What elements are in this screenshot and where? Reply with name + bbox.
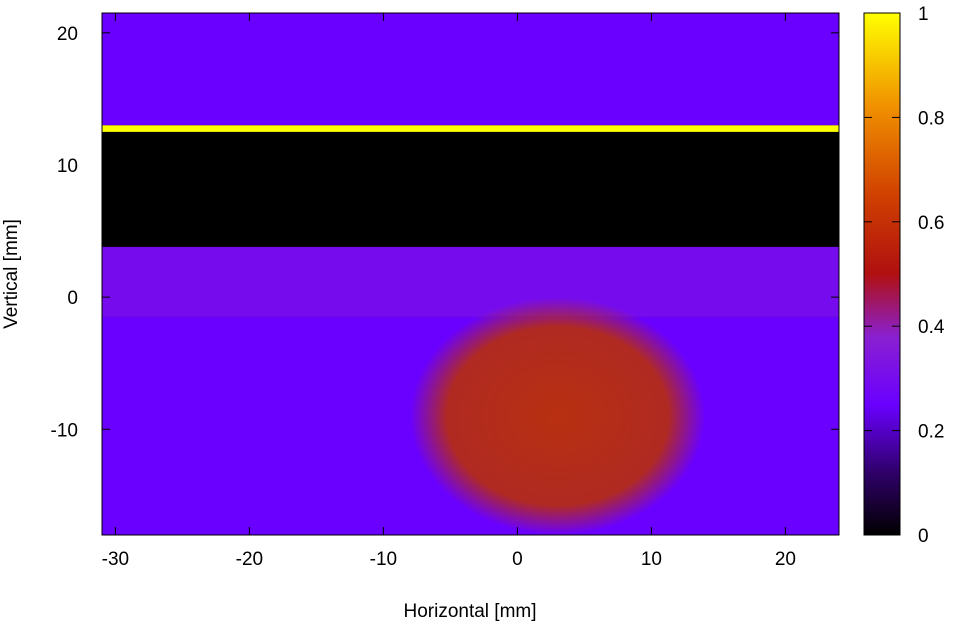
y-tick-label: 10 bbox=[57, 156, 78, 177]
x-tick-label: 20 bbox=[775, 549, 796, 570]
colorbar-tick-label: 0.2 bbox=[918, 422, 944, 443]
colorbar-tick-label: 0 bbox=[918, 526, 929, 547]
x-tick-label: -20 bbox=[236, 549, 263, 570]
y-tick-label: 20 bbox=[57, 24, 78, 45]
region-upper-band bbox=[102, 13, 839, 126]
region-dark-gap bbox=[102, 131, 839, 247]
axes: -30 -20 -10 0 10 20 -10 0 10 20 bbox=[51, 13, 839, 570]
y-tick-label: 0 bbox=[67, 288, 78, 309]
x-axis-label: Horizontal [mm] bbox=[403, 601, 536, 622]
colorbar-tick-label: 0.8 bbox=[918, 108, 944, 129]
colorbar bbox=[863, 12, 901, 536]
y-tick-label: -10 bbox=[51, 420, 78, 441]
x-tick-label: -30 bbox=[102, 549, 129, 570]
region-bright-line bbox=[102, 125, 839, 132]
x-tick-label: 0 bbox=[512, 549, 523, 570]
region-central-bright-spot bbox=[410, 297, 705, 535]
plot-frame bbox=[101, 12, 840, 536]
y-axis-label: Vertical [mm] bbox=[1, 219, 22, 329]
region-middle-band bbox=[102, 246, 839, 317]
colorbar-tick-label: 1 bbox=[918, 4, 929, 25]
colorbar-tick-label: 0.6 bbox=[918, 213, 944, 234]
plot-area bbox=[102, 13, 839, 535]
x-tick-label: 10 bbox=[641, 549, 662, 570]
x-tick-label: -10 bbox=[370, 549, 397, 570]
colorbar-tick-label: 0.4 bbox=[918, 317, 945, 338]
colorbar-ticks: 0 0.2 0.4 0.6 0.8 1 bbox=[864, 4, 945, 547]
